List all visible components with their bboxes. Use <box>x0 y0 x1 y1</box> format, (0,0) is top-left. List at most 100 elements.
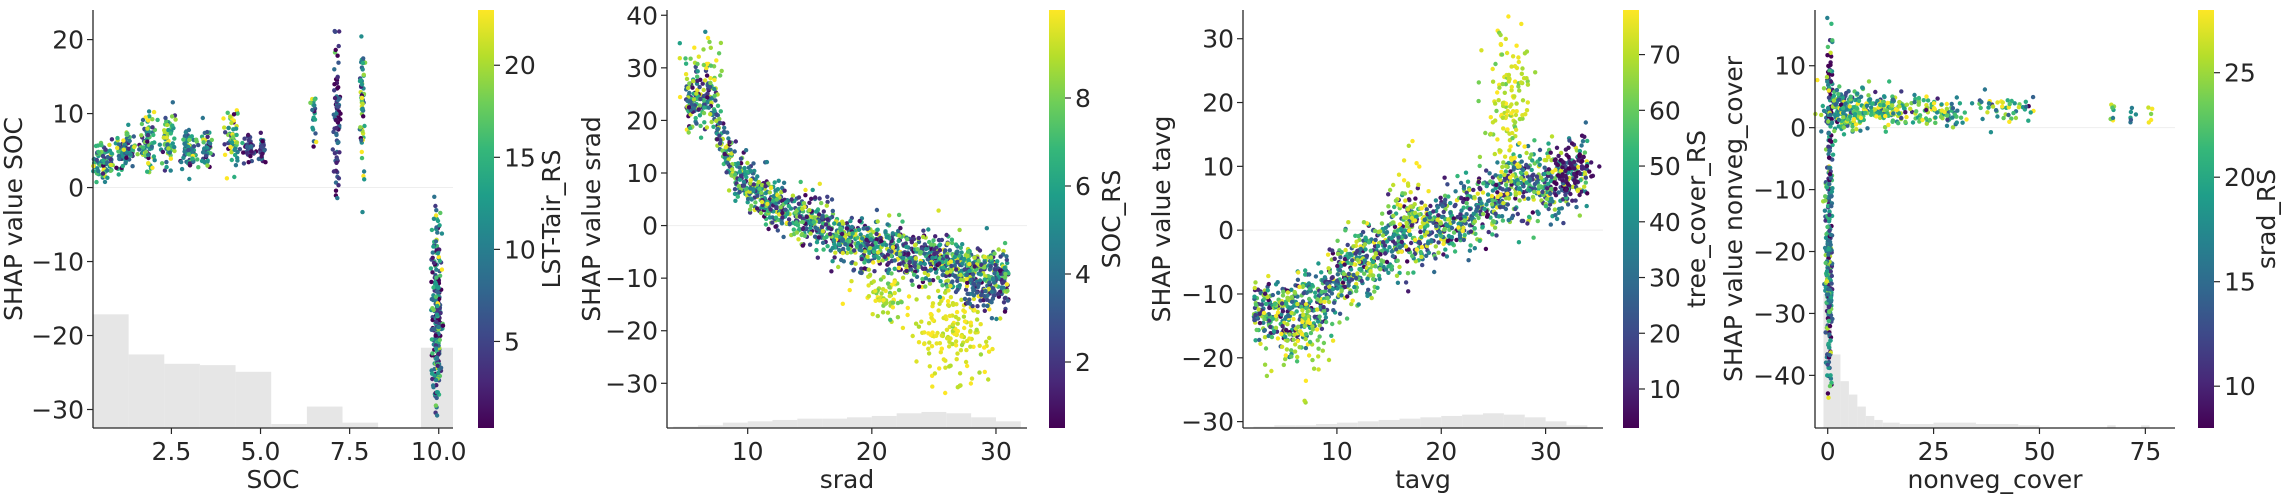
data-point <box>168 156 174 161</box>
data-point <box>209 137 214 143</box>
data-point <box>104 160 110 165</box>
data-point <box>755 206 760 211</box>
data-point <box>1373 264 1378 269</box>
data-point <box>702 120 707 125</box>
data-point <box>900 219 905 224</box>
data-point <box>1384 230 1390 235</box>
data-point <box>226 125 231 131</box>
data-point <box>1823 194 1828 199</box>
data-point <box>897 233 902 238</box>
data-point <box>1252 285 1258 291</box>
data-point <box>1262 316 1267 322</box>
data-point <box>1565 181 1571 186</box>
histogram-bar <box>1399 418 1421 428</box>
data-point <box>915 247 920 252</box>
data-point <box>1325 295 1330 301</box>
data-point <box>1569 141 1575 146</box>
data-point <box>1513 112 1519 118</box>
data-point <box>361 114 366 119</box>
data-point <box>130 164 135 169</box>
data-point <box>124 155 129 160</box>
data-point <box>705 95 710 100</box>
colorbar-tick-label: 70 <box>1649 41 1681 70</box>
data-point <box>715 126 721 132</box>
data-point <box>1509 215 1515 221</box>
data-point <box>807 200 812 205</box>
data-point <box>334 111 339 116</box>
data-point <box>101 158 106 163</box>
data-point <box>723 145 728 150</box>
data-point <box>1303 336 1308 342</box>
data-point <box>202 146 207 151</box>
data-point <box>875 227 880 232</box>
data-point <box>230 135 235 140</box>
data-point <box>962 256 967 262</box>
data-point <box>1332 300 1337 305</box>
data-point <box>968 320 973 325</box>
data-point <box>965 291 970 296</box>
data-point <box>839 231 845 237</box>
data-point <box>359 138 364 143</box>
data-point <box>978 322 983 327</box>
data-point <box>1005 298 1011 303</box>
data-point <box>776 178 781 183</box>
data-point <box>232 147 237 152</box>
data-point <box>763 184 768 189</box>
data-point <box>1337 311 1343 316</box>
data-point <box>151 132 156 138</box>
data-point <box>716 51 722 56</box>
data-point <box>737 169 742 174</box>
data-point <box>145 169 150 174</box>
data-point <box>1483 130 1488 136</box>
data-point <box>1455 173 1460 179</box>
data-point <box>1500 218 1506 223</box>
data-point <box>1522 51 1528 56</box>
data-point <box>360 67 365 72</box>
data-point <box>1466 258 1471 263</box>
data-point <box>951 302 956 307</box>
data-point <box>93 143 99 149</box>
data-point <box>1258 341 1263 346</box>
data-point <box>1398 203 1403 208</box>
data-point <box>1422 217 1427 222</box>
data-point <box>152 140 157 145</box>
data-point <box>862 266 867 271</box>
data-point <box>867 272 873 277</box>
data-point <box>1257 311 1262 316</box>
data-point <box>991 293 996 298</box>
data-point <box>1346 220 1351 225</box>
data-point <box>1510 130 1515 136</box>
data-point <box>950 322 955 327</box>
data-point <box>732 149 737 154</box>
data-point <box>196 165 201 170</box>
data-point <box>1515 211 1521 217</box>
data-point <box>1403 280 1409 285</box>
data-point <box>1400 191 1405 196</box>
data-point <box>774 205 779 210</box>
data-point <box>1393 198 1399 203</box>
data-point <box>222 152 228 157</box>
data-point <box>429 337 435 342</box>
data-point <box>775 228 780 233</box>
data-point <box>1395 228 1401 233</box>
data-point <box>1426 189 1431 194</box>
data-point <box>696 54 701 59</box>
data-point <box>1489 202 1495 207</box>
data-point <box>962 325 967 331</box>
data-point <box>1419 206 1424 211</box>
data-point <box>851 267 857 272</box>
data-point <box>957 227 962 233</box>
data-point <box>430 351 435 356</box>
data-point <box>431 307 436 313</box>
data-point <box>713 98 718 103</box>
data-point <box>1500 100 1506 106</box>
data-point <box>858 270 863 275</box>
histogram-bar <box>1357 421 1379 428</box>
data-point <box>921 234 926 240</box>
data-point <box>873 298 878 303</box>
data-point <box>926 346 931 351</box>
data-point <box>1330 321 1335 327</box>
data-point <box>931 247 937 252</box>
data-point <box>697 113 703 118</box>
data-point <box>1399 239 1405 245</box>
